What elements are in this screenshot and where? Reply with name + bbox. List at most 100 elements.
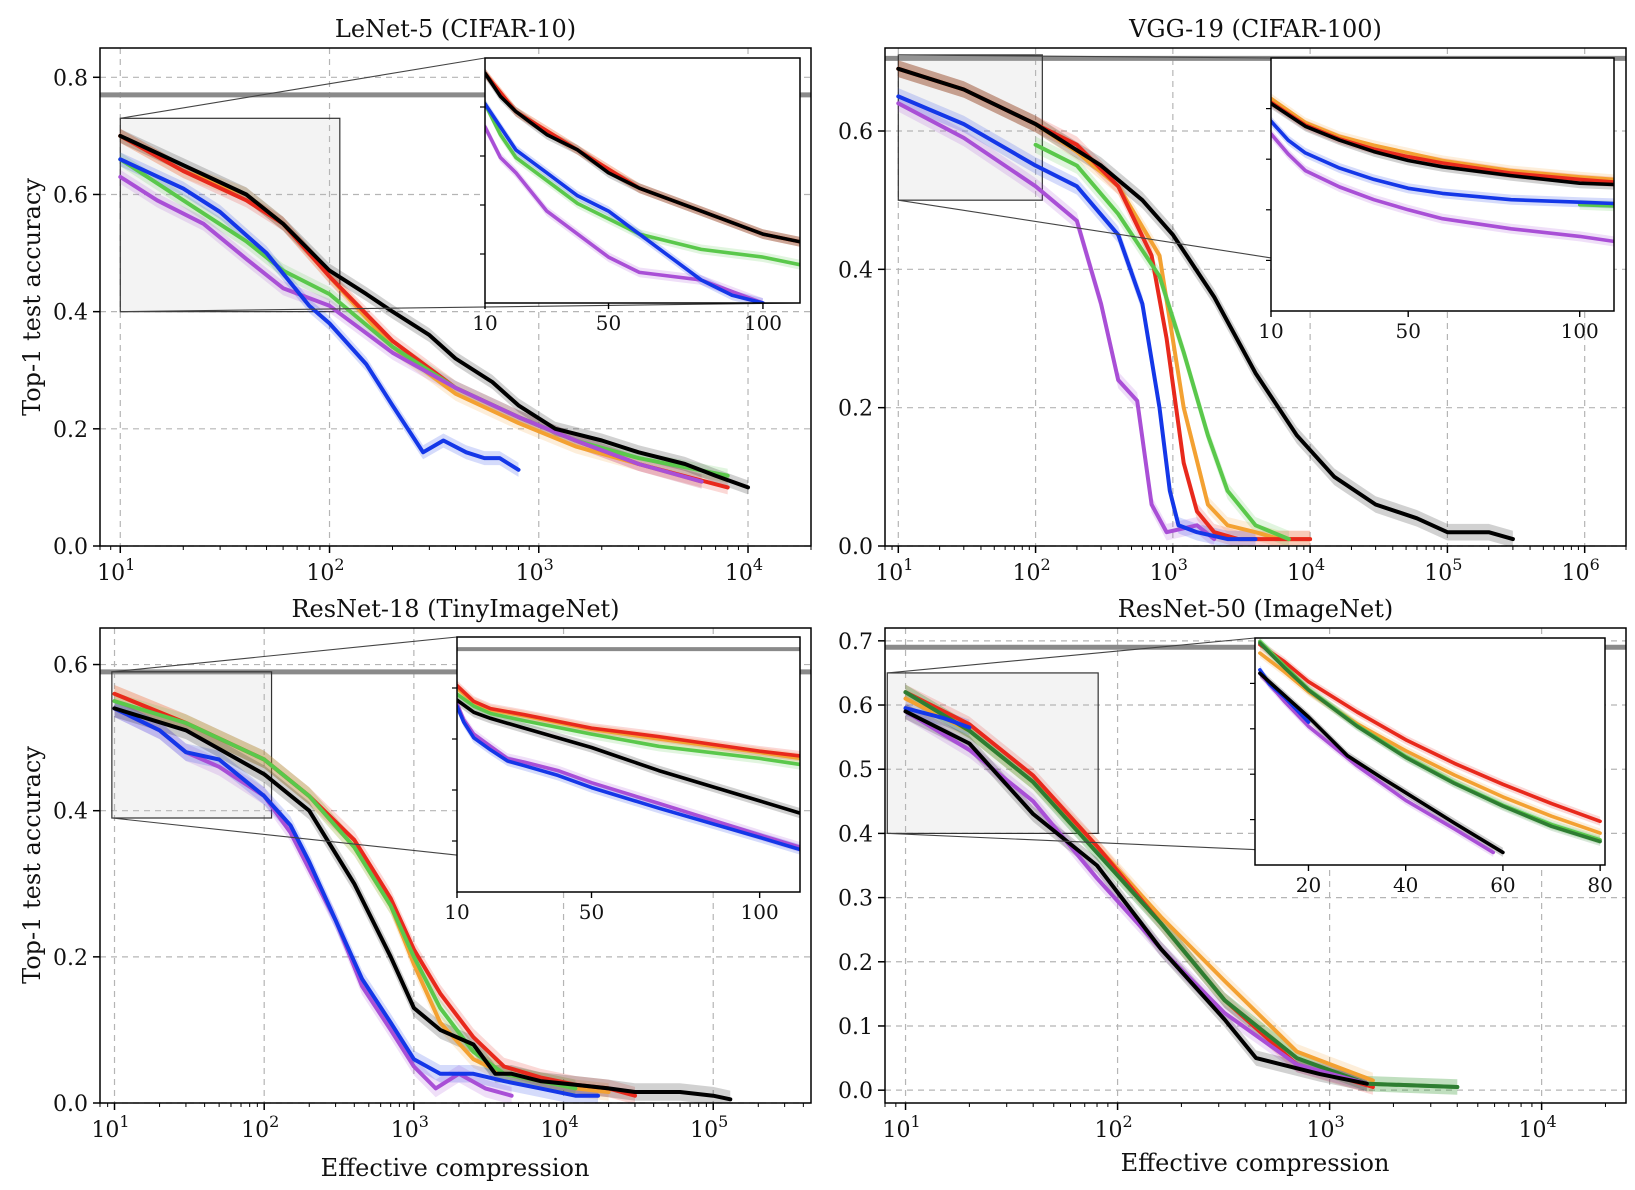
inset-line-orange [1258,651,1602,835]
zoom-connector-top [887,637,1256,674]
series-line-blue [118,157,521,472]
series-line-purple [118,174,704,484]
y-axis-label: Top-1 test accuracy [18,746,46,984]
inset-line-red [457,683,800,758]
x-axis: 101 102 103 104 [882,1103,1606,1143]
series-line-purple [896,101,1217,542]
series-band-blue [114,699,598,1103]
y-tick-label: 0.2 [53,418,88,443]
series-band-blue [898,88,1256,546]
series-line-black [896,66,1515,542]
y-tick-label: 0.0 [838,1079,873,1104]
inset-line-red [1258,642,1602,824]
chart-panel-resnet50: ResNet-50 (ImageNet) Effective compressi… [838,595,1627,1177]
chart-panel-lenet5: LeNet-5 (CIFAR-10) Top-1 test accuracy 0… [18,15,812,586]
inset-x-tick-label: 10 [1258,319,1283,343]
axes-frame [99,627,812,1104]
x-tick-label: 104 [1519,1112,1557,1143]
inset-line-black [1258,671,1505,855]
y-axis: 0.0 0.2 0.4 0.6 0.8 [53,66,100,560]
x-tick-label: 101 [882,1112,920,1143]
inset-band-purple [485,122,763,303]
y-tick-label: 0.4 [838,822,873,847]
inset-series-group [457,647,800,855]
inset-x-tick-label: 20 [1296,873,1321,897]
y-tick-label: 0.7 [838,630,873,655]
x-tick-label: 103 [516,555,554,586]
x-tick-label: 105 [1424,555,1462,586]
inset-x-tick-label: 100 [1561,319,1599,343]
inset-line-purple [1258,671,1495,855]
y-axis-label: Top-1 test accuracy [18,178,46,416]
y-tick-label: 0.6 [53,654,88,679]
y-tick-label: 0.8 [53,66,88,91]
y-tick-label: 0.2 [838,951,873,976]
inset-x-axis: 20 40 60 80 [1250,682,1613,897]
x-tick-label: 102 [1012,555,1050,586]
series-line-purple [903,709,1369,1086]
inset-x-tick-label: 100 [741,900,779,924]
y-axis: 0.0 0.1 0.2 0.3 0.4 0.5 0.6 0.7 [838,630,885,1104]
zoom-connectors [120,57,801,313]
y-tick-label: 0.6 [838,120,873,145]
chart-title: ResNet-50 (ImageNet) [1118,595,1393,623]
series-line-black [903,709,1369,1086]
y-tick-label: 0.2 [838,397,873,422]
inset-band-orange [1259,648,1601,838]
series-line-blue [903,706,972,730]
x-tick-label: 101 [875,555,913,586]
inset-line-orange [1271,96,1614,182]
series-line-blue [896,94,1258,542]
inset-frame [484,57,801,304]
inset-band-green [457,689,800,770]
chart-title: LeNet-5 (CIFAR-10) [335,15,576,43]
series-line-black [118,133,750,490]
series-band-purple [905,703,1367,1092]
inset-line-purple [1271,132,1614,244]
series-band-black [114,699,731,1103]
chart-title: VGG-19 (CIFAR-100) [1128,15,1382,43]
series-line-black [112,706,733,1102]
y-tick-label: 0.6 [53,183,88,208]
x-tick-label: 102 [1094,1112,1132,1143]
y-axis: 0.0 0.2 0.4 0.6 [53,654,100,1117]
y-tick-label: 0.3 [838,887,873,912]
series-group [896,60,1515,546]
inset-x-tick-label: 10 [472,311,497,335]
x-tick-label: 102 [241,1112,279,1143]
x-axis: 101 102 103 104 105 106 [875,546,1627,586]
y-tick-label: 0.0 [838,535,873,560]
y-tick-label: 0.4 [838,258,873,283]
inset-line-blue [1271,119,1614,206]
zoom-region [111,671,273,819]
chart-panel-resnet18: ResNet-18 (TinyImageNet) Top-1 test accu… [18,595,812,1182]
inset-background [1271,58,1614,311]
series-band-orange [905,690,1373,1089]
y-axis: 0.0 0.2 0.4 0.6 [838,120,885,560]
x-tick-label: 101 [91,1112,129,1143]
x-tick-label: 101 [97,555,135,586]
y-tick-label: 0.4 [53,301,88,326]
inset-x-tick-label: 50 [1395,319,1420,343]
inset-background [485,58,800,303]
x-tick-label: 105 [690,1112,728,1143]
x-tick-label: 103 [1150,555,1188,586]
y-tick-label: 0.6 [838,694,873,719]
x-tick-label: 104 [1287,555,1325,586]
x-tick-label: 106 [1562,555,1600,586]
inset-x-tick-label: 60 [1490,873,1515,897]
zoom-connector-top [120,57,486,119]
inset-x-tick-label: 40 [1393,873,1418,897]
series-group [112,685,733,1103]
inset-line-black [1271,101,1614,187]
inset-line-blue [485,102,765,303]
y-tick-label: 0.1 [838,1015,873,1040]
zoom-connector-top [111,636,458,673]
zoom-connector-top [898,54,1272,59]
inset-line-blue [457,704,800,852]
x-tick-label: 102 [306,555,344,586]
inset-series-group [1271,93,1614,247]
x-tick-label: 103 [391,1112,429,1143]
inset-x-axis: 10 50 100 [444,687,779,924]
x-axis-label: Effective compression [1121,1149,1390,1177]
